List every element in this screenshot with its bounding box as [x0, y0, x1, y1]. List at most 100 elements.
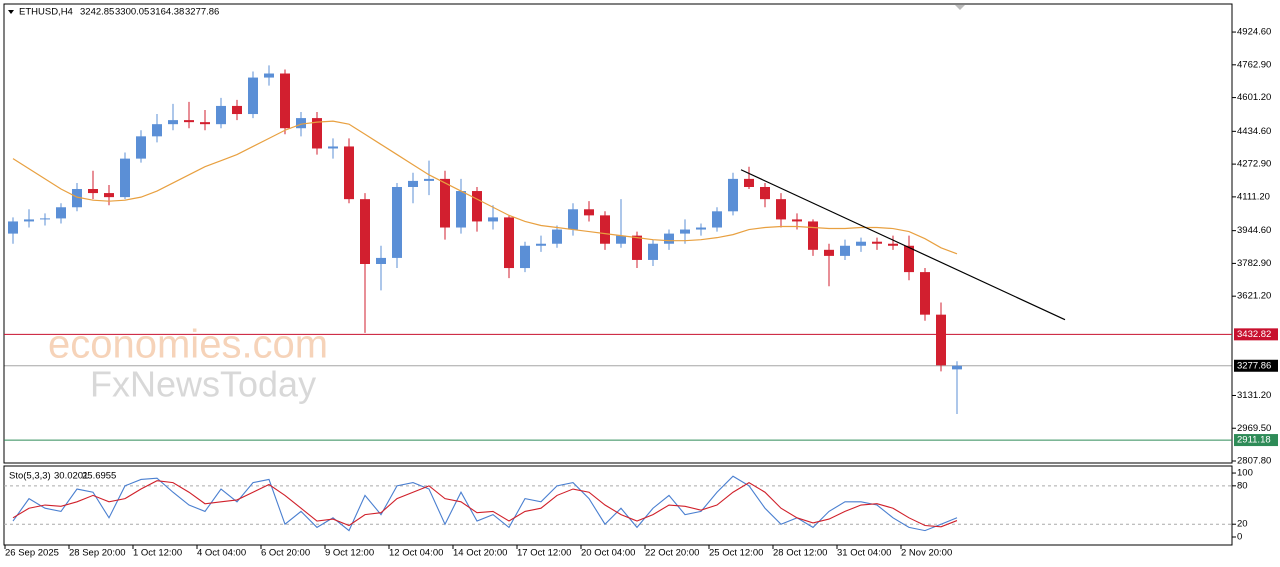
- candle-body: [104, 193, 114, 198]
- x-tick-label: 22 Oct 20:00: [645, 548, 699, 559]
- candle-body: [504, 217, 514, 269]
- y-tick-label: 3621.20: [1237, 291, 1271, 302]
- x-tick-label: 26 Sep 2025: [5, 548, 59, 559]
- candle-body: [440, 178, 450, 228]
- candle-body: [488, 217, 498, 222]
- y-tick-label: 2969.50: [1237, 423, 1271, 434]
- candle-body: [856, 241, 866, 246]
- candle-body: [152, 124, 162, 137]
- y-tick-label: 4924.60: [1237, 27, 1271, 38]
- candle-body: [936, 314, 946, 366]
- stoch-line: [12, 480, 958, 528]
- candle-body: [808, 221, 818, 250]
- x-tick-label: 25 Oct 12:00: [709, 548, 763, 559]
- candle-body: [376, 257, 386, 264]
- candle-body: [264, 73, 274, 78]
- y-tick-label: 0: [1237, 532, 1242, 543]
- y-tick-label: 3944.60: [1237, 225, 1271, 236]
- candle-body: [24, 219, 34, 222]
- candle-body: [120, 158, 130, 198]
- candle-body: [408, 180, 418, 187]
- level-label-bg: [1234, 434, 1278, 447]
- x-tick-label: 28 Oct 12:00: [773, 548, 827, 559]
- candle-body: [472, 191, 482, 222]
- candle-body: [280, 73, 290, 129]
- candle-body: [680, 229, 690, 234]
- candle-body: [136, 136, 146, 159]
- level-label: 3432.82: [1237, 329, 1271, 340]
- level-label: 3277.86: [1237, 360, 1271, 371]
- candle-body: [520, 245, 530, 269]
- candle-body: [616, 235, 626, 244]
- candle-body: [56, 207, 66, 219]
- symbol: ETHUSD,H4: [19, 7, 73, 18]
- level-label-bg: [1234, 328, 1278, 341]
- candle-body: [824, 249, 834, 256]
- x-tick-label: 17 Oct 12:00: [517, 548, 571, 559]
- watermark: economies.com: [48, 323, 328, 367]
- candle-body: [888, 243, 898, 246]
- candle-body: [552, 229, 562, 244]
- menu-arrow: [8, 10, 14, 14]
- stoch-frame: [3, 465, 1233, 546]
- candle-body: [424, 178, 434, 181]
- candle-body: [88, 189, 98, 194]
- header-low: 3164.38: [150, 7, 184, 18]
- candle-body: [536, 243, 546, 246]
- candle-body: [184, 120, 194, 123]
- x-tick-label: 6 Oct 20:00: [261, 548, 310, 559]
- y-tick-label: 4272.90: [1237, 159, 1271, 170]
- stoch-k: 30.0201: [54, 471, 88, 482]
- candle-body: [712, 211, 722, 228]
- candle-body: [792, 219, 802, 222]
- x-tick-label: 28 Sep 20:00: [69, 548, 126, 559]
- candle-body: [696, 227, 706, 230]
- candle-body: [584, 209, 594, 216]
- candle-body: [312, 118, 322, 149]
- candle-body: [216, 105, 226, 125]
- candle-body: [360, 199, 370, 264]
- stoch-line: [12, 475, 958, 532]
- level-label: 2911.18: [1237, 435, 1271, 446]
- stoch-title: Sto(5,3,3): [9, 471, 51, 482]
- x-tick-label: 4 Oct 04:00: [197, 548, 246, 559]
- shift-marker: [955, 5, 965, 10]
- candle-body: [232, 105, 242, 115]
- candle-body: [568, 209, 578, 230]
- y-tick-label: 4601.20: [1237, 92, 1271, 103]
- candle-body: [296, 118, 306, 129]
- y-tick-label: 100: [1237, 468, 1253, 479]
- header-high: 3300.05: [115, 7, 149, 18]
- candle-body: [872, 241, 882, 244]
- candle-body: [840, 245, 850, 256]
- candle-body: [344, 146, 354, 200]
- x-tick-label: 2 Nov 20:00: [901, 548, 952, 559]
- candle-body: [168, 120, 178, 125]
- moving-average: [12, 120, 958, 255]
- candle-body: [456, 191, 466, 228]
- candle-body: [600, 215, 610, 244]
- candle-body: [40, 218, 50, 220]
- x-tick-label: 9 Oct 12:00: [325, 548, 374, 559]
- candle-body: [920, 272, 930, 315]
- x-tick-label: 31 Oct 04:00: [837, 548, 891, 559]
- candle-body: [760, 186, 770, 200]
- x-tick-label: 12 Oct 04:00: [389, 548, 443, 559]
- header-close: 3277.86: [185, 7, 219, 18]
- candle-body: [392, 186, 402, 258]
- stoch-d: 25.6955: [82, 471, 116, 482]
- candle-body: [72, 189, 82, 208]
- x-tick-label: 20 Oct 04:00: [581, 548, 635, 559]
- candle-body: [728, 178, 738, 212]
- candle-body: [248, 77, 258, 115]
- header-open: 3242.85: [80, 7, 114, 18]
- candle-body: [328, 146, 338, 149]
- y-tick-label: 3131.20: [1237, 390, 1271, 401]
- y-tick-label: 2807.80: [1237, 456, 1271, 467]
- watermark: FxNewsToday: [90, 364, 316, 405]
- candle-body: [744, 178, 754, 187]
- y-tick-label: 3782.90: [1237, 258, 1271, 269]
- candle-body: [952, 365, 962, 370]
- candle-body: [8, 221, 18, 234]
